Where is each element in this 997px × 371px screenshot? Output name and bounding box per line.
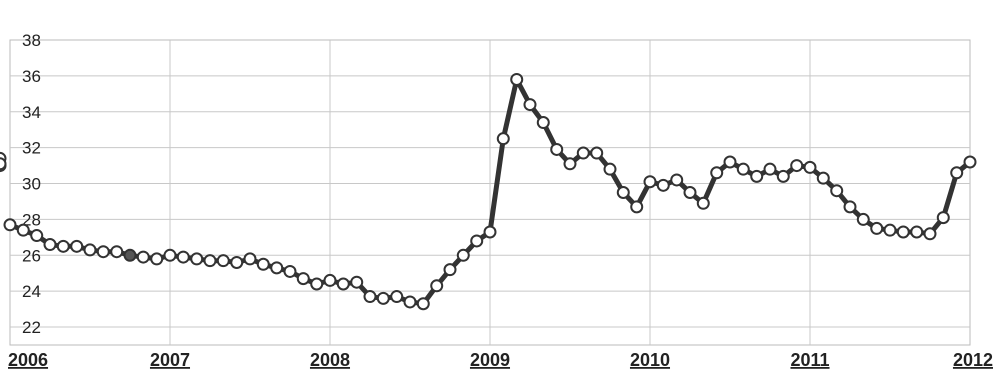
data-point — [776, 169, 790, 183]
data-point — [790, 159, 804, 173]
data-point — [376, 291, 390, 305]
data-point — [590, 146, 604, 160]
x-tick-label: 2011 — [790, 350, 829, 370]
data-point — [176, 250, 190, 264]
data-point — [470, 234, 484, 248]
data-point — [883, 223, 897, 237]
data-point — [456, 248, 470, 262]
data-point — [763, 162, 777, 176]
x-tick-label: 2006 — [8, 350, 48, 370]
data-point — [230, 255, 244, 269]
data-point — [576, 146, 590, 160]
y-tick-label: 38 — [22, 31, 41, 50]
data-point — [203, 254, 217, 268]
data-point — [803, 160, 817, 174]
data-point — [616, 186, 630, 199]
data-point — [496, 132, 510, 146]
data-point-highlighted — [123, 248, 137, 262]
data-point — [256, 257, 270, 271]
y-tick-label: 30 — [22, 175, 41, 194]
y-tick-label: 22 — [22, 318, 41, 337]
data-point — [563, 157, 577, 171]
data-point — [910, 225, 924, 239]
data-point — [216, 254, 230, 268]
data-point — [270, 261, 284, 275]
data-point — [870, 221, 884, 235]
x-tick-label: 2009 — [470, 350, 510, 370]
data-point — [296, 272, 310, 286]
data-point — [830, 184, 844, 198]
data-point — [656, 178, 670, 192]
data-point — [683, 186, 697, 199]
x-axis-ticks: 2006 2007 2008 2009 2010 2011 2012 — [8, 350, 993, 370]
data-point — [843, 200, 857, 214]
x-tick-label: 2012 — [953, 350, 993, 370]
data-point — [110, 245, 124, 259]
data-point — [336, 277, 350, 291]
data-point — [723, 155, 737, 169]
data-point — [56, 239, 70, 253]
data-point — [363, 290, 377, 304]
data-point — [536, 116, 550, 130]
data-point — [523, 98, 537, 112]
y-tick-label: 26 — [22, 246, 41, 265]
data-point — [896, 225, 910, 239]
x-tick-label: 2010 — [630, 350, 670, 370]
data-point — [856, 212, 870, 226]
data-point — [603, 162, 617, 176]
x-tick-label: 2007 — [150, 350, 190, 370]
y-tick-label: 24 — [22, 282, 41, 301]
data-point — [963, 155, 977, 169]
data-point — [70, 239, 84, 253]
data-point — [390, 290, 404, 304]
x-tick-label: 2008 — [310, 350, 350, 370]
data-point — [43, 238, 57, 252]
data-point — [16, 223, 30, 237]
data-point — [936, 211, 950, 225]
data-point — [670, 173, 684, 187]
data-point — [696, 196, 710, 210]
data-point — [736, 162, 750, 176]
data-point — [283, 264, 297, 278]
data-point — [510, 72, 524, 86]
data-point — [190, 252, 204, 266]
data-point — [643, 175, 657, 189]
grid — [9, 39, 971, 346]
data-point — [483, 225, 497, 239]
data-point — [310, 277, 324, 291]
data-point — [323, 273, 337, 287]
data-points — [0, 72, 977, 311]
data-point — [83, 243, 97, 257]
data-point — [430, 279, 444, 293]
data-point — [3, 218, 17, 232]
data-point — [350, 275, 364, 289]
data-point — [96, 245, 110, 259]
y-tick-label: 34 — [22, 103, 41, 122]
data-point — [30, 229, 44, 243]
data-point — [750, 169, 764, 183]
data-point — [0, 157, 7, 171]
data-point — [923, 227, 937, 241]
data-point — [710, 166, 724, 180]
data-point — [950, 166, 964, 180]
y-tick-label: 28 — [22, 210, 41, 229]
data-point — [163, 248, 177, 262]
data-point — [550, 142, 564, 156]
data-point — [403, 295, 417, 309]
data-point — [816, 171, 830, 185]
y-axis-ticks: 22 24 26 28 30 32 34 36 38 — [22, 31, 41, 337]
y-tick-label: 32 — [22, 139, 41, 158]
data-point — [443, 263, 457, 277]
data-point — [243, 252, 257, 266]
data-point — [150, 252, 164, 266]
data-point — [630, 200, 644, 214]
y-tick-label: 36 — [22, 67, 41, 86]
data-point — [416, 297, 430, 311]
data-point — [136, 250, 150, 264]
